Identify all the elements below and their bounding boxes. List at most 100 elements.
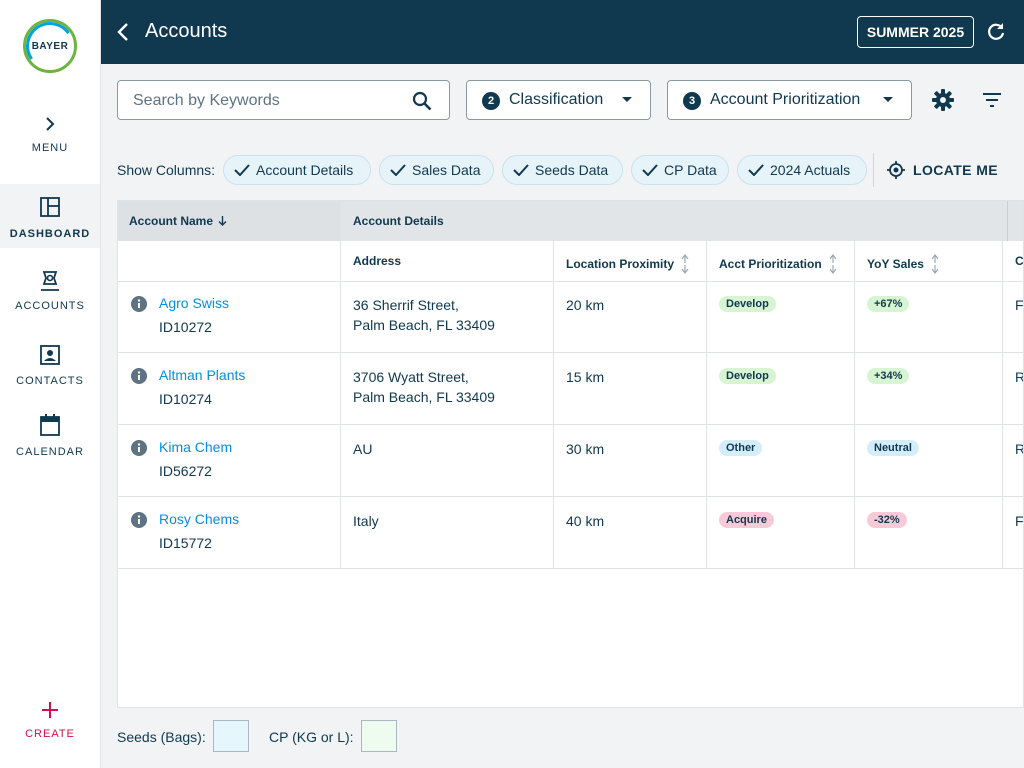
address-header: Address bbox=[353, 254, 402, 268]
seeds-legend-label: Seeds (Bags): bbox=[117, 729, 206, 745]
truncated-cell: F bbox=[1015, 513, 1024, 529]
page-title: Accounts bbox=[145, 20, 228, 42]
table-row[interactable]: Altman Plants ID10274 3706 Wyatt Street,… bbox=[118, 353, 1023, 425]
sidebar: BAYER MENU DASHBOARD ACCOUNTS CONTACTS C… bbox=[0, 0, 101, 768]
truncated-cell: R bbox=[1015, 441, 1023, 457]
chevron-right-icon bbox=[46, 117, 55, 131]
show-columns-bar: Show Columns: Account Details Sales Data… bbox=[117, 153, 1024, 187]
sort-down-icon bbox=[218, 216, 227, 226]
calendar-icon bbox=[40, 414, 60, 436]
table-row[interactable]: Agro Swiss ID10272 36 Sherrif Street, Pa… bbox=[118, 281, 1023, 353]
yoy-badge: +34% bbox=[867, 368, 910, 384]
cp-swatch bbox=[361, 720, 397, 752]
sidebar-item-label: ACCOUNTS bbox=[15, 300, 85, 312]
sort-icon bbox=[681, 254, 689, 274]
info-icon[interactable] bbox=[131, 512, 147, 528]
refresh-icon[interactable] bbox=[986, 22, 1006, 42]
prioritization-dropdown[interactable]: 3 Account Prioritization bbox=[667, 80, 912, 120]
chip-label: Account Details bbox=[256, 162, 354, 178]
app-header: Accounts SUMMER 2025 bbox=[101, 0, 1024, 64]
check-icon bbox=[748, 164, 764, 176]
priority-badge: Acquire bbox=[719, 512, 774, 528]
check-icon bbox=[513, 164, 529, 176]
chip-2024-actuals[interactable]: 2024 Actuals bbox=[737, 155, 867, 185]
priority-badge: Other bbox=[719, 440, 763, 456]
account-id: ID10274 bbox=[159, 391, 212, 407]
contacts-icon bbox=[40, 345, 60, 365]
filter-icon[interactable] bbox=[982, 92, 1002, 108]
address-cell: Italy bbox=[353, 513, 379, 529]
table-group-header: Account Name Account Details bbox=[118, 201, 1023, 241]
account-name-link[interactable]: Agro Swiss bbox=[159, 295, 230, 311]
show-columns-label: Show Columns: bbox=[117, 162, 216, 178]
season-selector-button[interactable]: SUMMER 2025 bbox=[857, 16, 974, 48]
account-name-header[interactable]: Account Name bbox=[129, 214, 227, 228]
proximity-cell: 15 km bbox=[566, 369, 605, 385]
chip-cp-data[interactable]: CP Data bbox=[631, 155, 729, 185]
proximity-cell: 40 km bbox=[566, 513, 605, 529]
sidebar-item-dashboard[interactable]: DASHBOARD bbox=[0, 184, 100, 248]
account-name-link[interactable]: Kima Chem bbox=[159, 439, 233, 455]
gear-icon[interactable] bbox=[932, 89, 954, 111]
sidebar-item-label: DASHBOARD bbox=[9, 228, 91, 240]
sidebar-item-label: CALENDAR bbox=[16, 446, 84, 458]
address-cell: 3706 Wyatt Street, Palm Beach, FL 33409 bbox=[353, 369, 495, 405]
info-icon[interactable] bbox=[131, 440, 147, 456]
check-icon bbox=[642, 164, 658, 176]
chip-sales-data[interactable]: Sales Data bbox=[379, 155, 494, 185]
chip-seeds-data[interactable]: Seeds Data bbox=[502, 155, 623, 185]
account-details-group-header: Account Details bbox=[353, 214, 444, 228]
yoy-badge: -32% bbox=[867, 512, 907, 528]
account-name-link[interactable]: Rosy Chems bbox=[159, 511, 240, 527]
chip-account-details[interactable]: Account Details bbox=[223, 155, 371, 185]
chip-label: 2024 Actuals bbox=[770, 162, 851, 178]
address-cell: AU bbox=[353, 441, 373, 457]
create-button[interactable]: CREATE bbox=[0, 702, 100, 740]
toolbar: 2 Classification 3 Account Prioritizatio… bbox=[101, 64, 1024, 136]
prioritization-label: Account Prioritization bbox=[710, 91, 861, 108]
prioritization-header[interactable]: Acct Prioritization bbox=[719, 254, 838, 274]
account-name-link[interactable]: Altman Plants bbox=[159, 367, 246, 383]
search-box bbox=[117, 80, 450, 120]
sort-icon bbox=[829, 254, 837, 274]
crosshair-icon bbox=[887, 161, 905, 179]
sort-icon bbox=[931, 254, 939, 274]
back-arrow-icon[interactable] bbox=[117, 22, 129, 42]
check-icon bbox=[390, 164, 406, 176]
sidebar-item-contacts[interactable]: CONTACTS bbox=[0, 345, 100, 387]
proximity-header[interactable]: Location Proximity bbox=[566, 254, 690, 274]
sidebar-item-calendar[interactable]: CALENDAR bbox=[0, 414, 100, 458]
truncated-column-header: C bbox=[1015, 254, 1024, 268]
chip-label: Seeds Data bbox=[535, 162, 609, 178]
sidebar-item-accounts[interactable]: ACCOUNTS bbox=[0, 270, 100, 312]
priority-badge: Develop bbox=[719, 368, 776, 384]
cp-legend-label: CP (KG or L): bbox=[269, 729, 354, 745]
accounts-icon bbox=[41, 271, 59, 291]
classification-dropdown[interactable]: 2 Classification bbox=[466, 80, 651, 120]
check-icon bbox=[234, 164, 250, 176]
account-id: ID15772 bbox=[159, 535, 212, 551]
info-icon[interactable] bbox=[131, 296, 147, 312]
info-icon[interactable] bbox=[131, 368, 147, 384]
priority-badge: Develop bbox=[719, 296, 776, 312]
yoy-sales-header[interactable]: YoY Sales bbox=[867, 254, 940, 274]
plus-icon bbox=[42, 702, 58, 718]
locate-me-button[interactable]: LOCATE ME bbox=[887, 161, 998, 179]
account-id: ID56272 bbox=[159, 463, 212, 479]
classification-label: Classification bbox=[509, 91, 604, 108]
accounts-table: Account Name Account Details Address Loc… bbox=[117, 200, 1024, 708]
table-row[interactable]: Rosy Chems ID15772 Italy 40 km Acquire -… bbox=[118, 497, 1024, 569]
chip-label: Sales Data bbox=[412, 162, 481, 178]
table-row[interactable]: Kima Chem ID56272 AU 30 km Other Neutral… bbox=[118, 425, 1023, 497]
search-input[interactable] bbox=[133, 90, 403, 112]
divider bbox=[873, 153, 874, 187]
caret-down-icon bbox=[622, 97, 632, 102]
menu-toggle[interactable]: MENU bbox=[0, 116, 100, 154]
logo-wordmark: BAYER bbox=[31, 40, 69, 52]
classification-count-badge: 2 bbox=[482, 92, 500, 110]
account-id: ID10272 bbox=[159, 319, 212, 335]
dashboard-icon bbox=[40, 197, 60, 217]
search-icon[interactable] bbox=[412, 91, 432, 111]
table-sub-header: Address Location Proximity Acct Prioriti… bbox=[118, 241, 1024, 282]
bayer-logo[interactable]: BAYER bbox=[22, 18, 78, 74]
